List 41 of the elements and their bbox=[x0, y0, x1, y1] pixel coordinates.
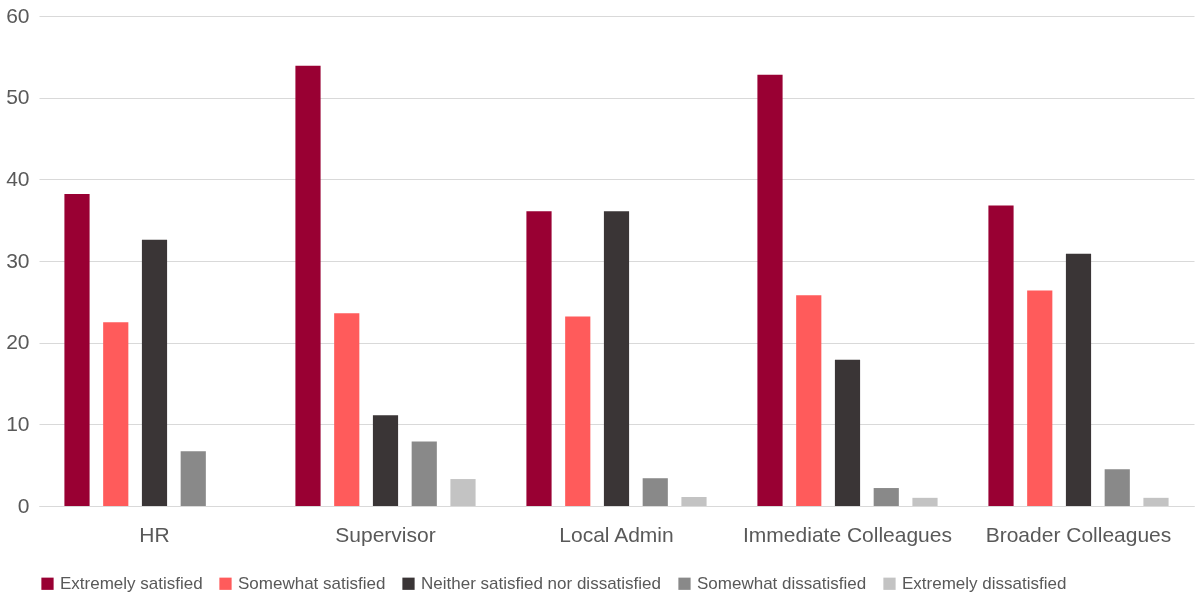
bar bbox=[103, 322, 129, 506]
bar bbox=[334, 313, 360, 506]
bar bbox=[372, 415, 399, 506]
bar bbox=[757, 74, 783, 506]
x-tick-label: Immediate Colleagues bbox=[743, 522, 952, 546]
bar bbox=[642, 478, 668, 506]
bar bbox=[796, 295, 822, 506]
legend-label: Extremely satisfied bbox=[60, 573, 203, 593]
bar bbox=[295, 65, 321, 506]
y-tick-label: 0 bbox=[17, 493, 30, 517]
bar bbox=[681, 497, 707, 506]
bar bbox=[64, 194, 90, 506]
legend-label: Neither satisfied nor dissatisfied bbox=[421, 573, 662, 593]
bar bbox=[180, 451, 206, 506]
y-tick-label: 10 bbox=[6, 411, 30, 435]
bar bbox=[1027, 290, 1053, 506]
y-tick-label: 30 bbox=[6, 248, 30, 272]
bar bbox=[834, 359, 861, 506]
y-tick-label: 60 bbox=[6, 3, 30, 27]
y-tick-label: 50 bbox=[6, 85, 30, 109]
bar bbox=[411, 441, 437, 506]
bar bbox=[526, 211, 552, 506]
legend-label: Extremely dissatisfied bbox=[902, 573, 1067, 593]
bar bbox=[1065, 253, 1092, 506]
x-tick-label: HR bbox=[139, 522, 170, 546]
legend-label: Somewhat dissatisfied bbox=[697, 573, 867, 593]
y-tick-label: 20 bbox=[6, 330, 30, 354]
x-tick-label: Broader Colleagues bbox=[985, 522, 1172, 546]
bar bbox=[873, 488, 899, 506]
bar bbox=[141, 239, 168, 506]
bar bbox=[988, 205, 1014, 506]
y-tick-label: 40 bbox=[6, 166, 30, 190]
bar bbox=[450, 479, 476, 506]
bar bbox=[1104, 469, 1130, 506]
legend-label: Somewhat satisfied bbox=[238, 573, 386, 593]
x-tick-label: Supervisor bbox=[335, 522, 436, 546]
bar bbox=[912, 497, 938, 506]
bar bbox=[1143, 497, 1169, 506]
bar bbox=[565, 316, 591, 506]
bar bbox=[603, 211, 630, 506]
x-tick-label: Local Admin bbox=[559, 522, 674, 546]
